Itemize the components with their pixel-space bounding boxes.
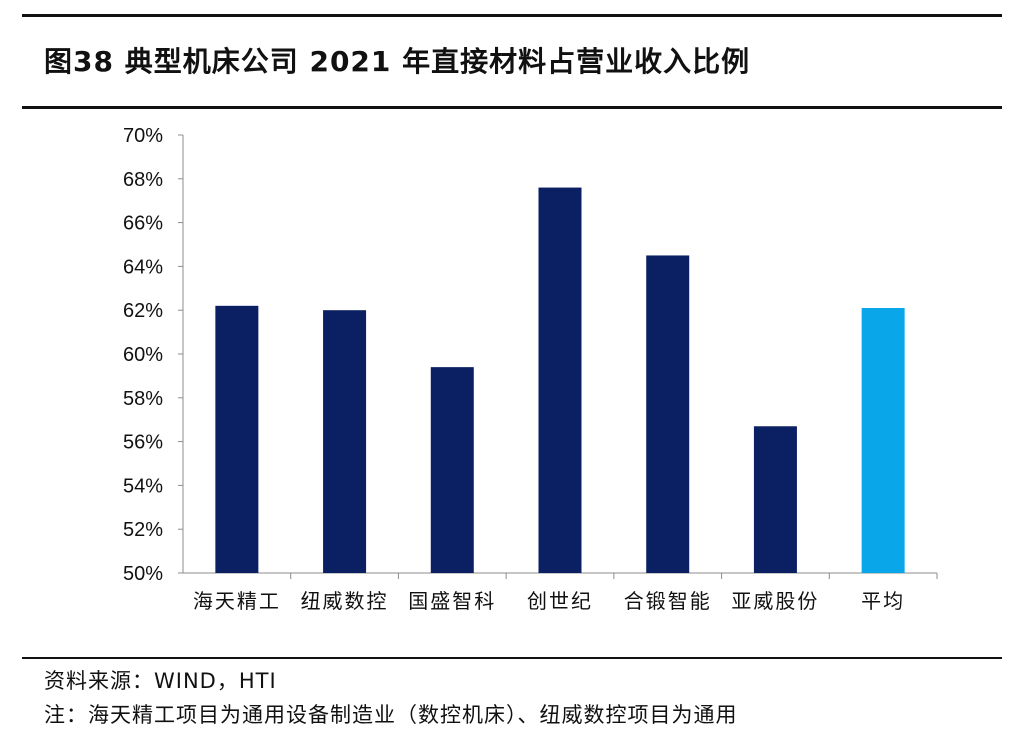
bottom-rule bbox=[22, 657, 1002, 659]
title-rule bbox=[22, 106, 1002, 109]
bar-7 bbox=[861, 308, 905, 573]
y-tick-label: 68% bbox=[123, 169, 163, 191]
y-tick-label: 54% bbox=[123, 475, 163, 497]
source-note: 资料来源：WIND，HTI bbox=[44, 669, 277, 693]
figure-title: 图38 典型机床公司 2021 年直接材料占营业收入比例 bbox=[44, 45, 751, 78]
notes-block: 资料来源：WIND，HTI 注：海天精工项目为通用设备制造业（数控机床）、纽威数… bbox=[44, 664, 1004, 732]
x-tick-label: 合锻智能 bbox=[624, 589, 712, 613]
footnote: 注：海天精工项目为通用设备制造业（数控机床）、纽威数控项目为通用 bbox=[44, 703, 738, 727]
y-tick-label: 58% bbox=[123, 388, 163, 410]
x-tick-label: 平均 bbox=[861, 589, 905, 613]
y-tick-label: 52% bbox=[123, 519, 163, 541]
y-tick-label: 60% bbox=[123, 344, 163, 366]
bar-chart: 50% 52% 54% 56% 58% 60% 62% 64% 66% 68% 70% 海天精工 纽威数… bbox=[123, 125, 938, 613]
bar-1 bbox=[215, 305, 259, 573]
x-tick-label: 国盛智科 bbox=[408, 589, 496, 613]
bar-5 bbox=[646, 255, 690, 573]
y-tick-label: 64% bbox=[123, 256, 163, 278]
bar-4 bbox=[538, 187, 582, 573]
x-tick-label: 创世纪 bbox=[527, 589, 593, 613]
y-tick-label: 50% bbox=[123, 563, 163, 585]
bar-3 bbox=[430, 367, 474, 573]
top-rule bbox=[22, 14, 1002, 17]
y-tick-label: 62% bbox=[123, 300, 163, 322]
y-tick-label: 66% bbox=[123, 213, 163, 235]
x-tick-label: 海天精工 bbox=[193, 589, 281, 613]
x-tick-label: 纽威数控 bbox=[301, 589, 389, 613]
y-tick-label: 56% bbox=[123, 432, 163, 454]
y-tick-label: 70% bbox=[123, 125, 163, 147]
x-tick-label: 亚威股份 bbox=[731, 589, 819, 613]
bar-6 bbox=[753, 426, 797, 573]
bar-2 bbox=[323, 310, 367, 573]
